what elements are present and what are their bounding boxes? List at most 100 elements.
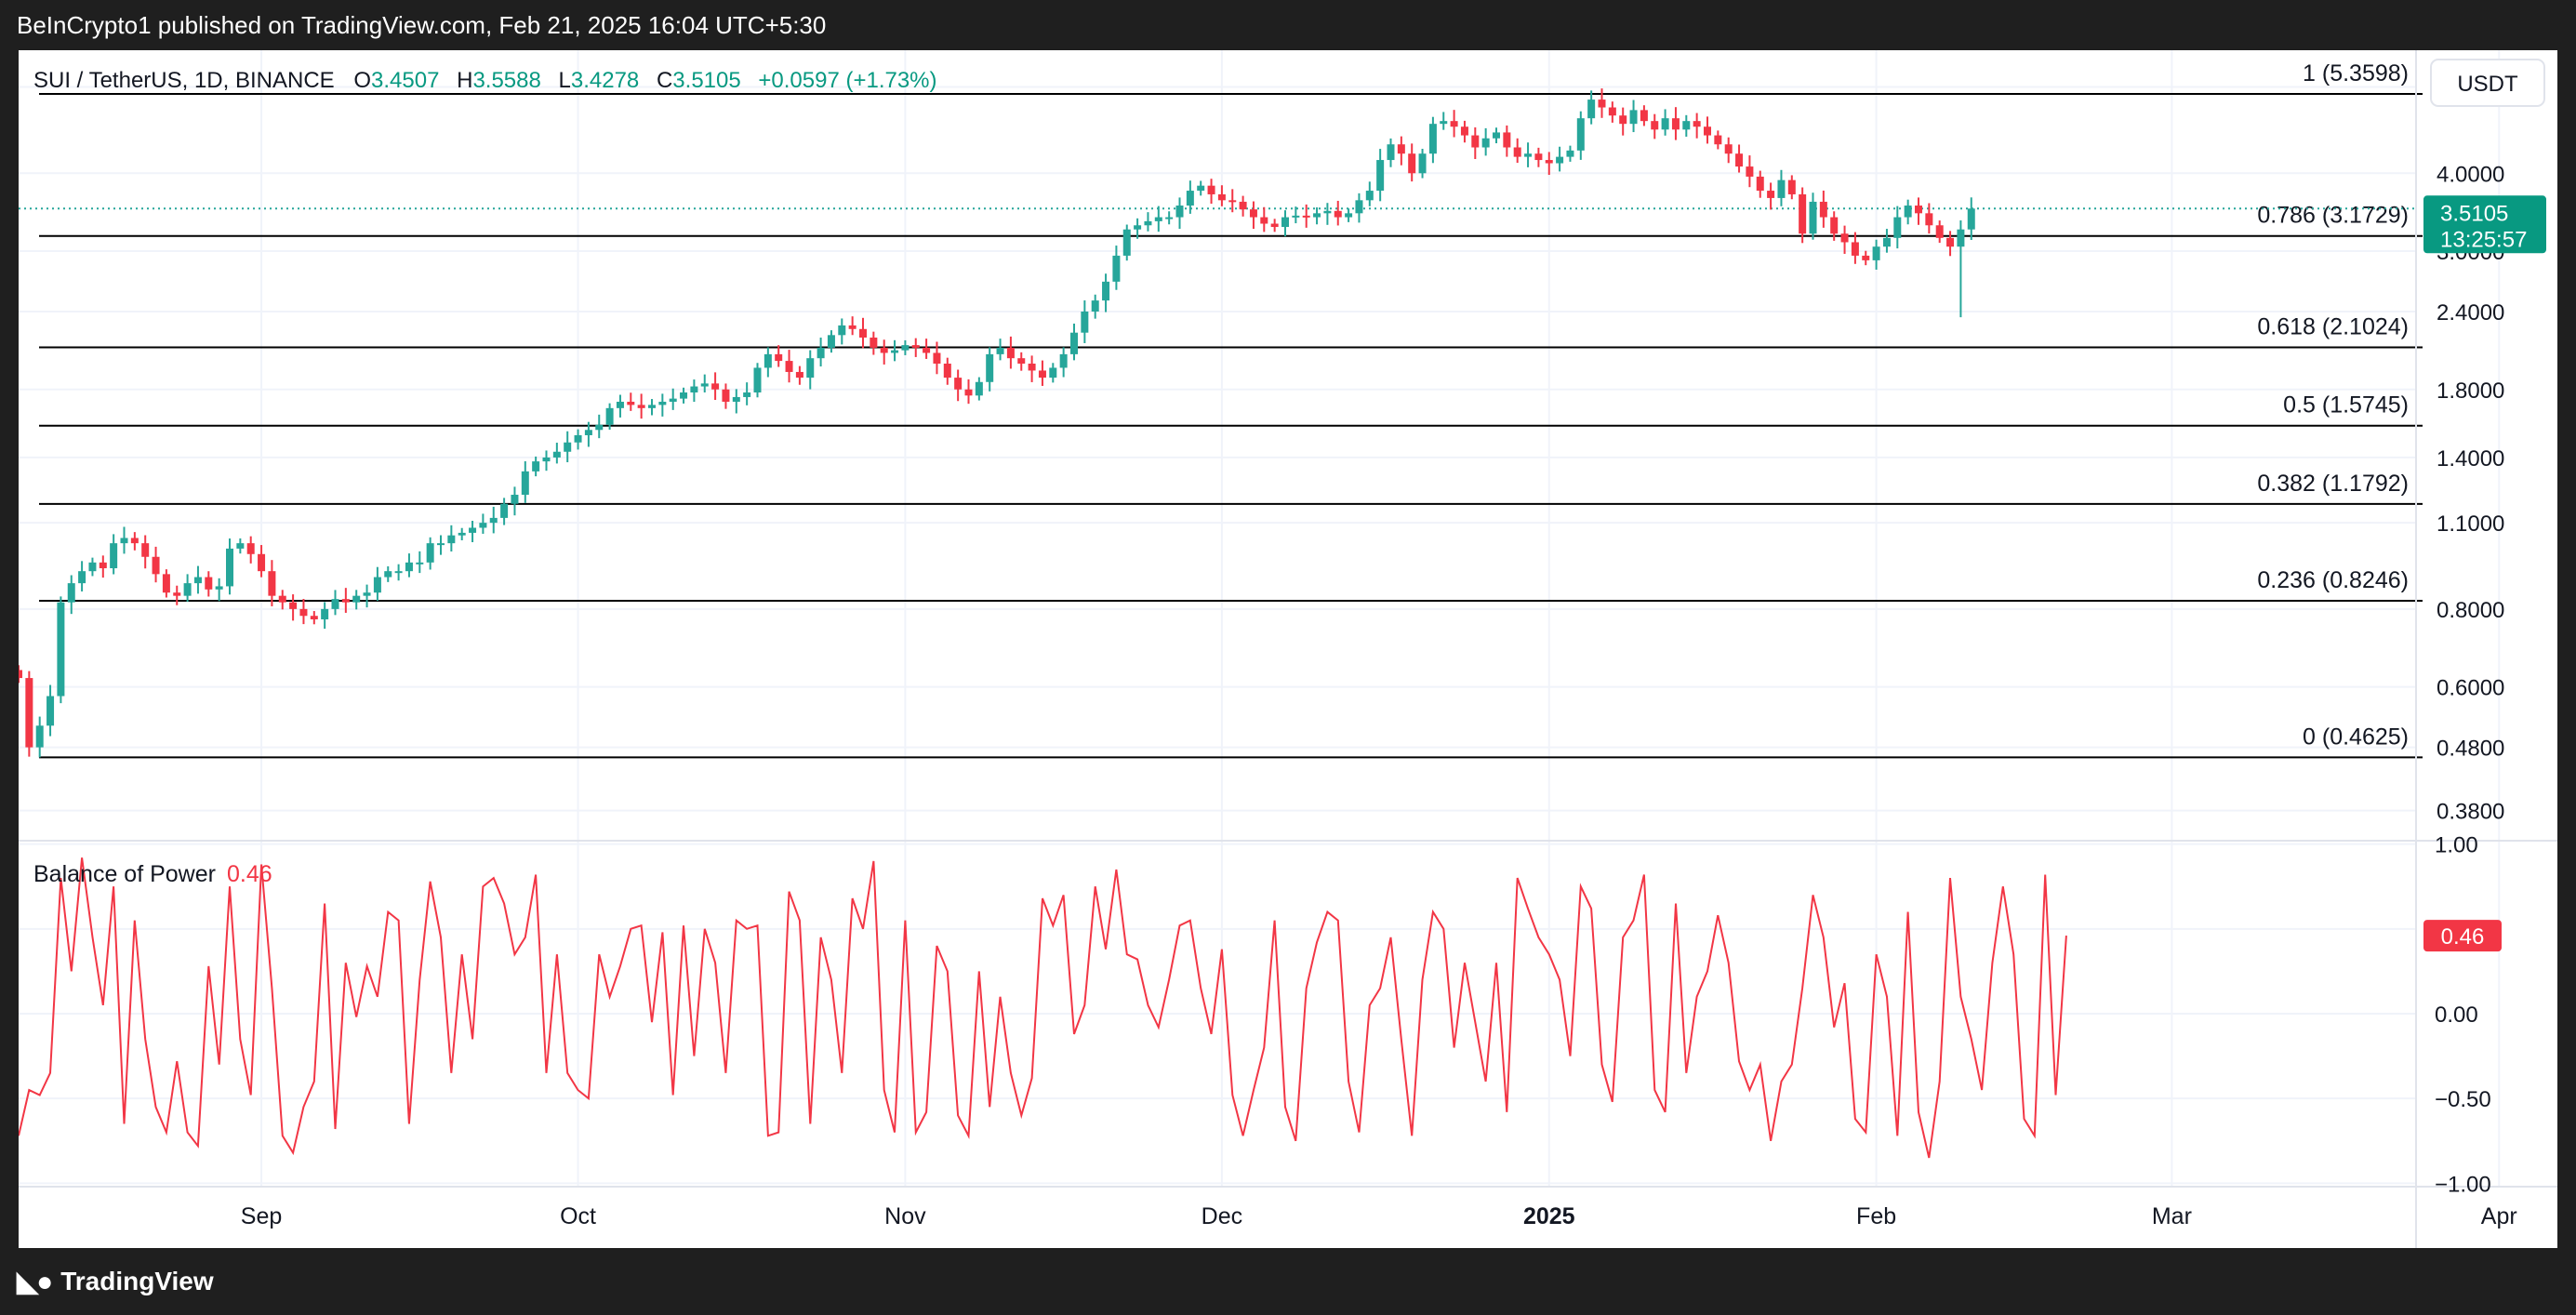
- candle: [1756, 170, 1764, 198]
- candle-body: [1323, 210, 1332, 214]
- candle: [542, 450, 551, 472]
- candle-body: [1249, 209, 1257, 218]
- candle: [1587, 90, 1596, 125]
- candle: [299, 599, 308, 625]
- candle: [67, 575, 75, 615]
- candle-body: [205, 577, 213, 590]
- candle-body: [1481, 138, 1490, 148]
- candle: [1851, 232, 1859, 264]
- tradingview-brand[interactable]: TradingView: [60, 1267, 214, 1295]
- candle: [521, 461, 529, 503]
- candle: [1197, 180, 1205, 196]
- candle-body: [416, 562, 424, 565]
- fib-levels: 1 (5.3598) 0.786 (3.1729) 0.618 (2.1024) 0.…: [19, 60, 2423, 759]
- candle: [1493, 127, 1500, 144]
- candle-body: [310, 616, 318, 619]
- candle-body: [1576, 118, 1585, 151]
- candle: [363, 584, 371, 608]
- candle-body: [1365, 191, 1374, 201]
- currency-button[interactable]: USDT: [2430, 59, 2545, 107]
- candle: [743, 382, 751, 405]
- candle-body: [15, 670, 22, 679]
- candle: [162, 569, 170, 598]
- candle: [1693, 113, 1701, 139]
- candle-body: [1260, 217, 1268, 224]
- tradingview-logo-icon[interactable]: ◣●: [17, 1266, 53, 1297]
- candle-body: [25, 678, 33, 748]
- candle: [489, 506, 498, 534]
- time-tick-label: Mar: [2152, 1203, 2192, 1229]
- candle: [933, 341, 941, 375]
- price-tick-label: 2.4000: [2437, 300, 2504, 325]
- legend-symbol: SUI / TetherUS, 1D, BINANCE: [33, 68, 335, 93]
- chart-area[interactable]: 1 (5.3598) 0.786 (3.1729) 0.618 (2.1024) 0.…: [15, 50, 2557, 1248]
- candle: [511, 486, 519, 516]
- candle: [258, 545, 266, 578]
- candle: [1714, 130, 1722, 150]
- candle-body: [1503, 132, 1511, 148]
- candle-body: [817, 347, 825, 359]
- candle-body: [1608, 107, 1616, 116]
- candle: [88, 557, 97, 577]
- time-axis: Sep Oct Nov Dec 2025 Feb Mar Apr: [241, 1203, 2517, 1229]
- candle-body: [321, 608, 329, 619]
- price-tick-label: 0.4800: [2437, 737, 2504, 762]
- candle: [1819, 190, 1827, 228]
- time-tick-label: 2025: [1523, 1203, 1575, 1229]
- chart-canvas[interactable]: 1 (5.3598) 0.786 (3.1729) 0.618 (2.1024) 0.…: [15, 50, 2557, 1248]
- bop-series: [18, 857, 2067, 1159]
- candle-body: [1777, 179, 1786, 198]
- candle: [458, 527, 466, 540]
- candle-body: [552, 451, 561, 458]
- candle: [1228, 189, 1237, 213]
- candle: [35, 716, 44, 758]
- candle: [1957, 219, 1965, 318]
- candle: [1724, 137, 1733, 164]
- candle: [352, 590, 361, 610]
- candle-body: [469, 527, 477, 533]
- candle: [1608, 101, 1616, 123]
- candle: [416, 551, 424, 574]
- fib-level-label: 0.382 (1.1792): [2257, 471, 2409, 497]
- candle-body: [605, 407, 614, 425]
- candle-body: [1471, 135, 1480, 148]
- price-tick-label: 1.8000: [2437, 379, 2504, 404]
- candle-body: [680, 392, 688, 399]
- candle: [1671, 107, 1680, 140]
- candle-body: [690, 386, 698, 393]
- candle-body: [722, 389, 730, 402]
- candle: [637, 393, 645, 419]
- publisher-header: BeInCrypto1 published on TradingView.com…: [17, 11, 827, 39]
- candle-body: [1735, 153, 1744, 167]
- candle-body: [1566, 150, 1574, 157]
- bop-line: [18, 857, 2067, 1159]
- candle-body: [1787, 179, 1796, 194]
- candle: [711, 372, 720, 401]
- candle: [321, 602, 329, 630]
- last-price: 3.5105: [2440, 201, 2508, 226]
- candle-body: [943, 364, 951, 379]
- candle: [120, 526, 128, 554]
- candle-body: [268, 571, 276, 596]
- candle: [246, 536, 255, 564]
- candle-body: [1693, 121, 1701, 127]
- candle-body: [88, 562, 97, 572]
- candle: [690, 379, 698, 403]
- candle-body: [426, 543, 434, 563]
- candle-body: [1513, 147, 1521, 157]
- candle-body: [1334, 210, 1342, 218]
- candle-body: [1450, 121, 1458, 127]
- candle: [605, 403, 614, 430]
- candle: [1777, 169, 1786, 206]
- candle-body: [1714, 135, 1722, 145]
- candle: [1387, 138, 1395, 167]
- candle: [1481, 127, 1490, 156]
- candle-body: [669, 398, 677, 402]
- candle: [183, 574, 192, 603]
- candle-body: [954, 378, 963, 390]
- candle: [1925, 203, 1933, 234]
- candle-body: [595, 424, 604, 431]
- candle-body: [1228, 200, 1237, 203]
- candle: [785, 350, 793, 383]
- candle-body: [1598, 100, 1606, 108]
